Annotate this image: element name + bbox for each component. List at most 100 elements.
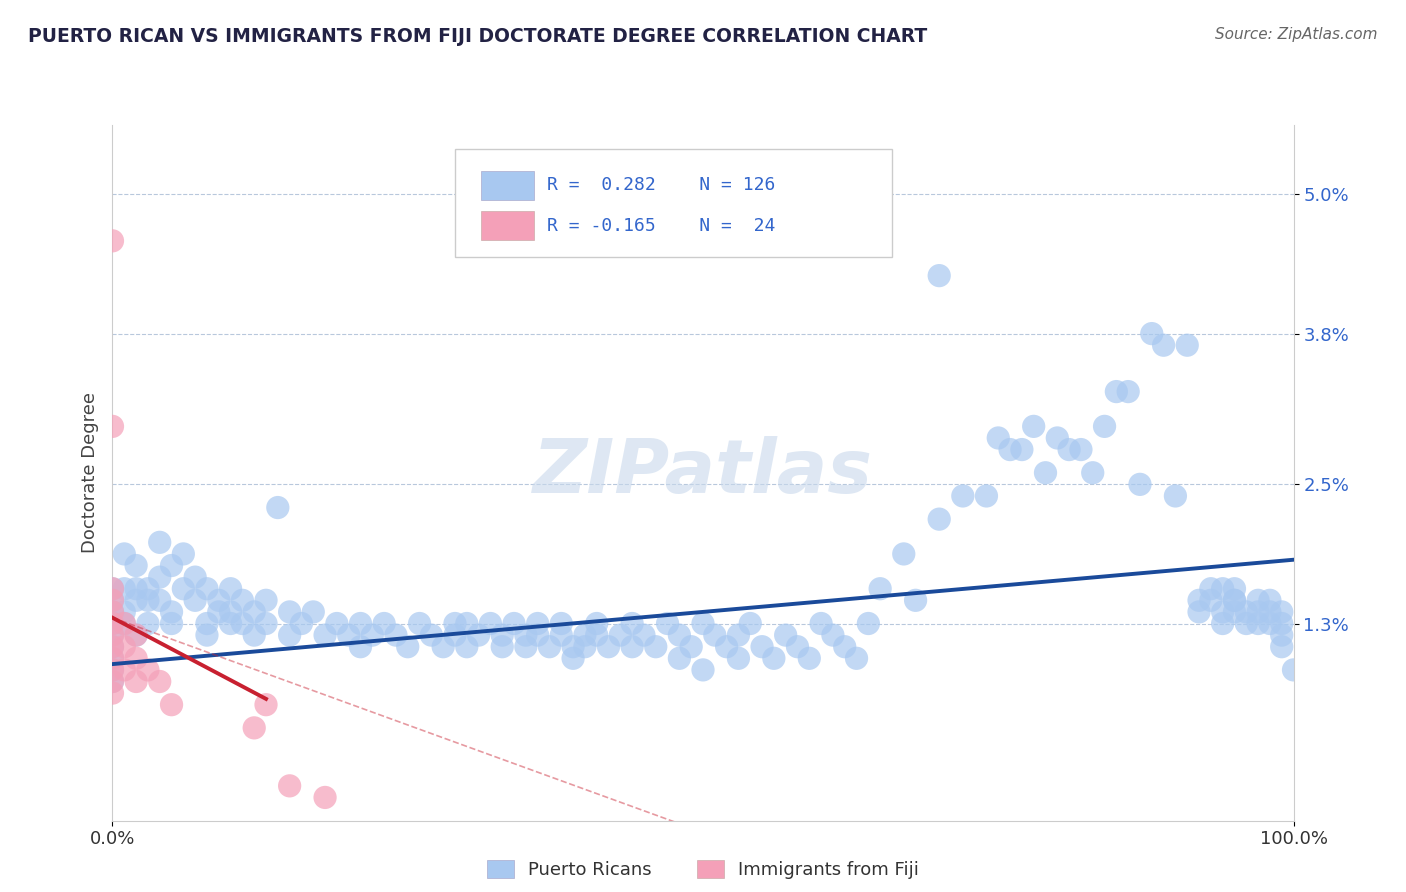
Point: [101, 605, 124, 619]
Point: [101, 616, 124, 631]
Point: [1070, 442, 1092, 457]
Point: [349, 616, 371, 631]
Point: [904, 593, 927, 607]
Point: [657, 616, 679, 631]
Point: [101, 582, 124, 596]
Point: [1046, 431, 1069, 445]
Point: [208, 605, 231, 619]
Point: [668, 628, 690, 642]
Point: [526, 616, 548, 631]
Point: [692, 616, 714, 631]
Point: [1011, 442, 1033, 457]
Point: [526, 628, 548, 642]
Point: [1140, 326, 1163, 341]
Point: [456, 616, 478, 631]
Point: [1223, 593, 1246, 607]
Point: [125, 674, 148, 689]
Point: [456, 640, 478, 654]
Point: [101, 674, 124, 689]
Point: [1247, 593, 1270, 607]
Point: [1164, 489, 1187, 503]
Point: [302, 605, 325, 619]
Point: [101, 616, 124, 631]
Point: [503, 616, 526, 631]
Point: [125, 593, 148, 607]
Point: [1022, 419, 1045, 434]
Point: [799, 651, 821, 665]
Point: [1175, 338, 1198, 352]
Point: [125, 651, 148, 665]
Point: [574, 628, 596, 642]
Point: [1035, 466, 1057, 480]
Point: [1247, 616, 1270, 631]
Text: PUERTO RICAN VS IMMIGRANTS FROM FIJI DOCTORATE DEGREE CORRELATION CHART: PUERTO RICAN VS IMMIGRANTS FROM FIJI DOC…: [28, 27, 928, 45]
Point: [254, 593, 277, 607]
Point: [609, 628, 631, 642]
Point: [928, 512, 950, 526]
Point: [326, 616, 349, 631]
Point: [125, 628, 148, 642]
Point: [149, 535, 172, 549]
Point: [1223, 593, 1246, 607]
Point: [136, 582, 159, 596]
Point: [1234, 605, 1257, 619]
Point: [987, 431, 1010, 445]
Point: [112, 616, 135, 631]
Point: [810, 616, 832, 631]
Point: [585, 628, 607, 642]
Point: [467, 628, 489, 642]
Bar: [481, 170, 534, 200]
Point: [550, 628, 572, 642]
Point: [125, 582, 148, 596]
Point: [112, 663, 135, 677]
Point: [149, 593, 172, 607]
Point: [834, 211, 856, 225]
Point: [290, 616, 312, 631]
Point: [727, 628, 749, 642]
Point: [112, 582, 135, 596]
Point: [703, 628, 725, 642]
Point: [1271, 616, 1294, 631]
Point: [112, 547, 135, 561]
Point: [267, 500, 290, 515]
Point: [208, 593, 231, 607]
Point: [195, 628, 218, 642]
Point: [136, 593, 159, 607]
Point: [1188, 593, 1211, 607]
Point: [976, 489, 998, 503]
Point: [1223, 582, 1246, 596]
Point: [160, 558, 183, 573]
Point: [786, 640, 808, 654]
Point: [1153, 338, 1175, 352]
Point: [101, 651, 124, 665]
Point: [1212, 616, 1234, 631]
Point: [1199, 593, 1222, 607]
Point: [231, 593, 253, 607]
Point: [314, 790, 336, 805]
Point: [112, 605, 135, 619]
Bar: [481, 211, 534, 240]
Point: [361, 628, 384, 642]
Point: [740, 616, 762, 631]
Point: [621, 640, 644, 654]
Point: [845, 651, 868, 665]
Point: [952, 489, 974, 503]
Point: [633, 628, 655, 642]
Point: [1116, 384, 1139, 399]
Point: [112, 640, 135, 654]
Point: [1188, 605, 1211, 619]
Point: [574, 640, 596, 654]
Point: [195, 582, 218, 596]
Point: [373, 616, 395, 631]
Point: [254, 698, 277, 712]
Point: [243, 628, 266, 642]
Point: [101, 674, 124, 689]
Point: [585, 616, 607, 631]
Point: [1223, 605, 1246, 619]
Point: [101, 663, 124, 677]
Point: [420, 628, 443, 642]
Point: [243, 605, 266, 619]
Point: [1199, 582, 1222, 596]
Point: [432, 640, 454, 654]
Point: [562, 640, 585, 654]
